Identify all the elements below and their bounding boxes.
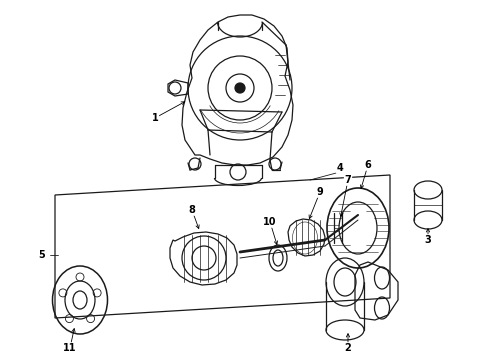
Text: 2: 2: [344, 343, 351, 353]
Text: 9: 9: [317, 187, 323, 197]
Text: 4: 4: [337, 163, 343, 173]
Text: 6: 6: [365, 160, 371, 170]
Text: 3: 3: [425, 235, 431, 245]
Text: 11: 11: [63, 343, 77, 353]
Text: 8: 8: [189, 205, 196, 215]
Text: 1: 1: [151, 113, 158, 123]
Circle shape: [235, 83, 245, 93]
Text: 10: 10: [263, 217, 277, 227]
Text: 7: 7: [344, 175, 351, 185]
Text: 5: 5: [39, 250, 46, 260]
